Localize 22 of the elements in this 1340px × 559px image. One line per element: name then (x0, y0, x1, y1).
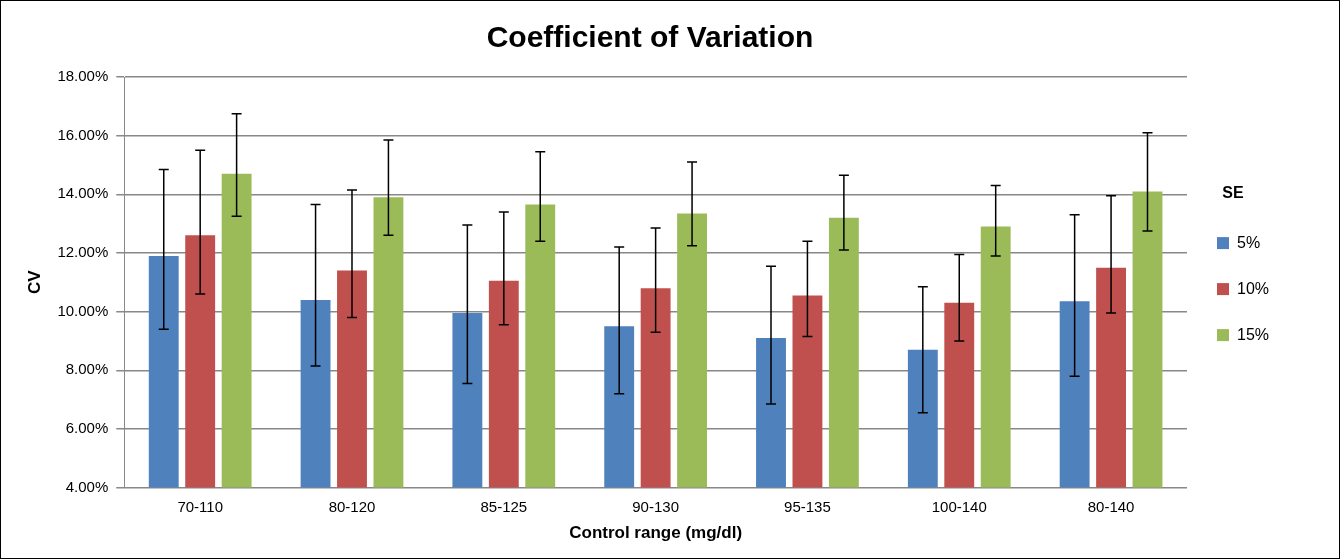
x-tick-label: 100-140 (931, 497, 987, 515)
y-tick-label: 12.00% (57, 243, 109, 261)
y-tick-label: 18.00% (57, 67, 109, 85)
y-tick-label: 14.00% (57, 184, 109, 202)
x-tick-label: 95-135 (784, 497, 831, 515)
legend-title: SE (1222, 184, 1244, 202)
x-tick-label: 80-120 (328, 497, 376, 515)
y-tick-label: 4.00% (65, 477, 109, 495)
x-tick-label: 80-140 (1087, 497, 1135, 515)
x-tick-label: 70-110 (177, 497, 223, 515)
legend-label: 10% (1236, 279, 1270, 297)
chart-title: Coefficient of Variation (486, 20, 814, 54)
x-tick-label: 90-130 (632, 497, 679, 515)
y-tick-label: 6.00% (65, 419, 109, 437)
legend-label: 15% (1236, 325, 1270, 343)
x-axis-title: Control range (mg/dl) (569, 523, 743, 543)
y-axis-title: CV (24, 269, 44, 295)
y-tick-label: 8.00% (65, 360, 109, 378)
y-tick-label: 16.00% (57, 125, 109, 143)
y-tick-label: 10.00% (57, 301, 109, 319)
legend-label: 5% (1236, 233, 1261, 251)
x-tick-label: 85-125 (480, 497, 528, 515)
